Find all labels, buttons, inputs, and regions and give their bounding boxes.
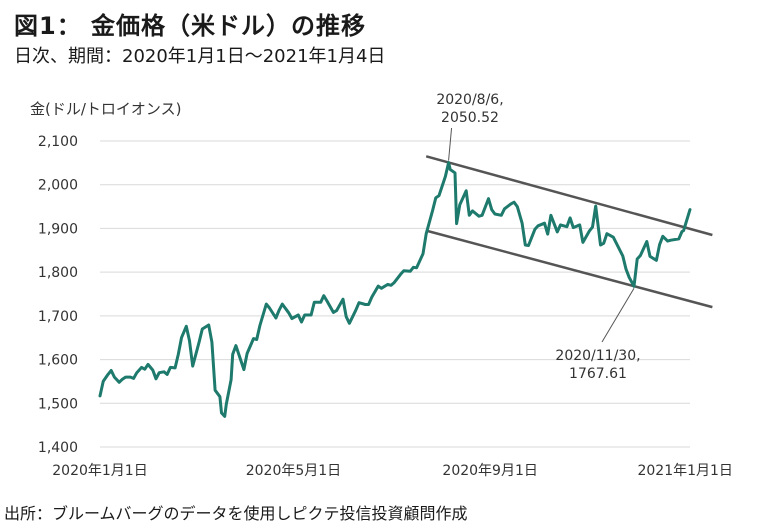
y-tick-label: 2,100 (38, 134, 78, 150)
y-tick-label: 1,400 (38, 440, 78, 456)
x-tick-label: 2020年9月1日 (442, 463, 537, 479)
channel-line (425, 229, 713, 309)
y-tick-label: 2,000 (38, 178, 78, 194)
x-tick-label: 2021年1月1日 (637, 463, 732, 479)
annotation-label: 2020/8/6, (436, 92, 503, 108)
grid-lines (100, 140, 690, 448)
annotation-label: 1767.61 (569, 366, 627, 382)
annotation-leader (601, 288, 635, 343)
trend-channel (425, 155, 713, 309)
y-axis-label: 金(ドル/トロイオンス) (30, 100, 182, 118)
y-tick-label: 1,600 (38, 353, 78, 369)
price-series (98, 161, 692, 418)
channel-line (425, 155, 713, 237)
figure-title: 図1： 金価格（米ドル）の推移 (14, 12, 367, 40)
gold-price-chart: 1,400 1,500 1,600 1,700 1,800 1,900 2,000 2,100… (38, 92, 733, 479)
y-tick-label: 1,500 (38, 396, 78, 412)
y-tick-label: 1,800 (38, 265, 78, 281)
annotations: 2020/8/6, 2050.52 2020/11/30, 1767.61 (436, 92, 640, 382)
figure-subtitle: 日次、期間：2020年1月1日～2021年1月4日 (14, 46, 386, 67)
annotation-leader (448, 127, 453, 161)
y-tick-label: 1,700 (38, 309, 78, 325)
y-tick-label: 1,900 (38, 221, 78, 237)
annotation-label: 2020/11/30, (555, 348, 640, 364)
annotation-label: 2050.52 (441, 110, 499, 126)
x-tick-labels: 2020年1月1日 2020年5月1日 2020年9月1日 2021年1月1日 (52, 463, 733, 479)
series-line (98, 161, 692, 418)
x-tick-label: 2020年1月1日 (52, 463, 147, 479)
source-note: 出所：ブルームバーグのデータを使用しピクテ投信投資顧問作成 (4, 504, 468, 523)
y-tick-labels: 1,400 1,500 1,600 1,700 1,800 1,900 2,000 2,100 (38, 134, 78, 456)
x-tick-label: 2020年5月1日 (246, 463, 341, 479)
